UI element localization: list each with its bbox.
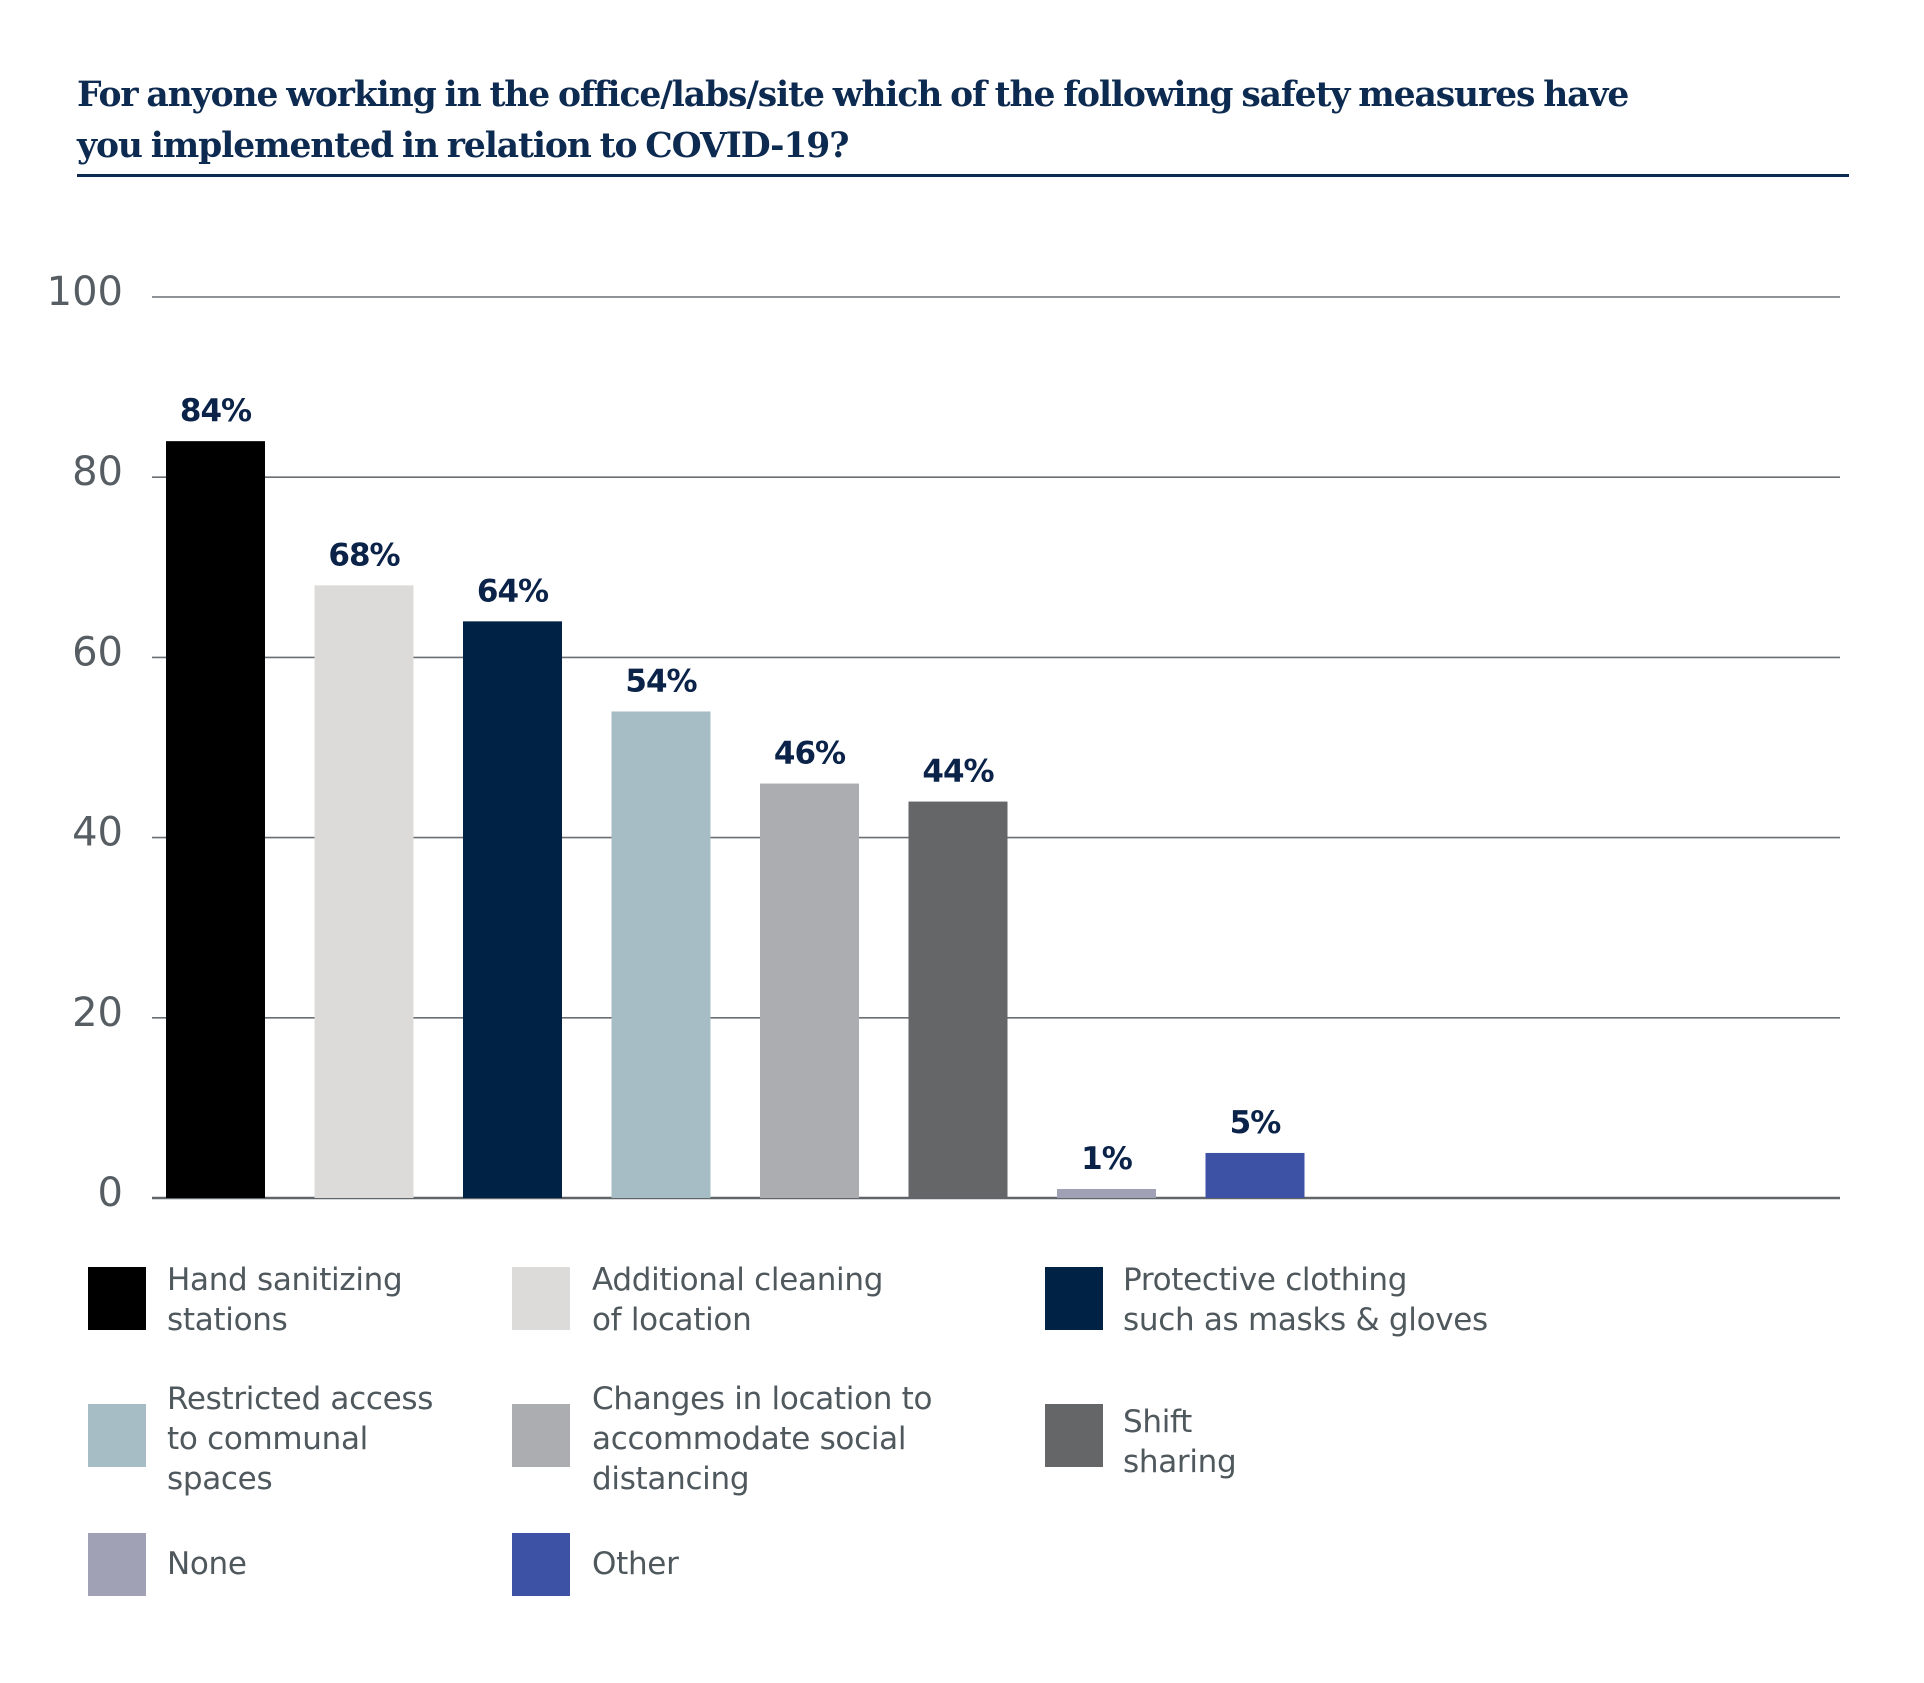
data-label: 68% [328, 537, 400, 573]
legend-swatch [88, 1533, 146, 1596]
data-label-background [1209, 1102, 1301, 1143]
bar-3 [463, 621, 562, 1198]
legend-swatch [512, 1267, 570, 1330]
data-label: 1% [1081, 1141, 1133, 1177]
legend-label: None [167, 1546, 247, 1582]
data-label-background [318, 535, 410, 576]
data-label-background [169, 391, 262, 432]
bar-7 [1057, 1188, 1156, 1198]
data-label-background [615, 661, 707, 702]
bar-1 [166, 441, 265, 1198]
data-label-background [466, 571, 559, 612]
y-tick-label: 40 [72, 810, 123, 856]
bar-chart: 0 20 40 60 80 100 84% 68% 64% 54% 46% 44% 1% 5% [47, 269, 1840, 1216]
legend-label: Protective clothing such as masks & glov… [1123, 1262, 1488, 1338]
chart-title-line-1: For anyone working in the office/labs/si… [77, 75, 1629, 115]
data-label: 54% [625, 663, 697, 699]
legend-swatch [88, 1404, 146, 1467]
legend-swatch [1045, 1404, 1103, 1467]
data-label-background [912, 751, 1004, 792]
legend-swatch [88, 1267, 146, 1330]
y-tick-label: 100 [47, 269, 123, 315]
legend-label: Additional cleaning of location [592, 1262, 884, 1338]
legend-label: Hand sanitizing stations [167, 1262, 403, 1338]
chart-title-line-2: you implemented in relation to COVID-19? [77, 126, 849, 166]
data-label: 5% [1230, 1105, 1282, 1141]
data-label: 84% [180, 393, 252, 429]
data-label: 46% [774, 736, 846, 772]
data-label-background [763, 733, 856, 774]
bar-4 [611, 711, 711, 1198]
y-axis-ticks: 0 20 40 60 80 100 [47, 269, 123, 1216]
y-tick-label: 0 [98, 1170, 123, 1216]
data-label-background [1060, 1138, 1153, 1179]
bar-5 [760, 783, 859, 1198]
y-tick-label: 20 [72, 990, 123, 1036]
bars [166, 441, 1305, 1198]
bar-6 [908, 801, 1008, 1198]
bar-2 [314, 585, 414, 1198]
legend-label: Restricted access to communal spaces [167, 1381, 434, 1497]
legend-swatch [1045, 1267, 1103, 1330]
y-tick-label: 60 [72, 629, 123, 675]
legend-swatch [512, 1533, 570, 1596]
legend-label: Shift sharing [1123, 1404, 1237, 1480]
bar-8 [1205, 1152, 1305, 1198]
data-label: 44% [922, 754, 994, 790]
data-labels: 84% 68% 64% 54% 46% 44% 1% 5% [169, 391, 1301, 1179]
title-divider [77, 174, 1849, 177]
legend-swatch [512, 1404, 570, 1467]
legend-label: Changes in location to accommodate socia… [592, 1381, 933, 1497]
chart-title: For anyone working in the office/labs/si… [77, 70, 1857, 172]
y-tick-label: 80 [72, 449, 123, 495]
legend-label: Other [592, 1546, 679, 1582]
data-label: 64% [477, 573, 549, 609]
